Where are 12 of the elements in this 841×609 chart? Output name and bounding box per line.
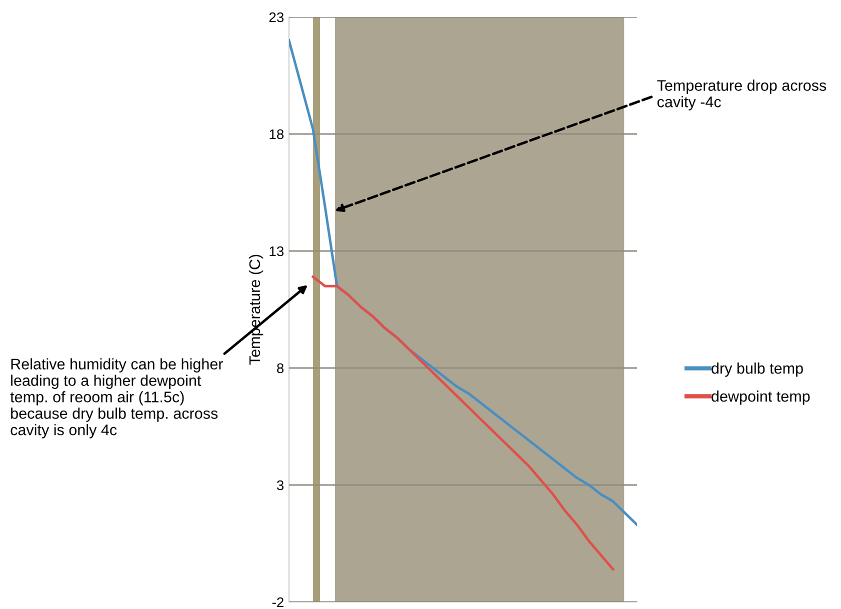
legend-label: dry bulb temp (712, 362, 803, 377)
y-tick-label: -2 (272, 597, 284, 608)
legend-label: dewpoint temp (712, 390, 810, 405)
y-tick-label: 18 (270, 129, 284, 140)
y-tick-label: 13 (270, 246, 284, 256)
y-tick-label: 8 (277, 363, 284, 374)
text: Temperature drop across cavity -4c (657, 80, 826, 110)
line-series (312, 275, 614, 570)
y-tick-label: 23 (269, 12, 284, 22)
y-axis-title: Temperature (C) (248, 254, 264, 365)
text: Relative humidity can be higher leading to a higher dewpoint temp. of reoom air (11.5c) because dry bulb temp. across cavity is only 4c (10, 358, 223, 438)
y-tick-label: 3 (276, 480, 284, 490)
